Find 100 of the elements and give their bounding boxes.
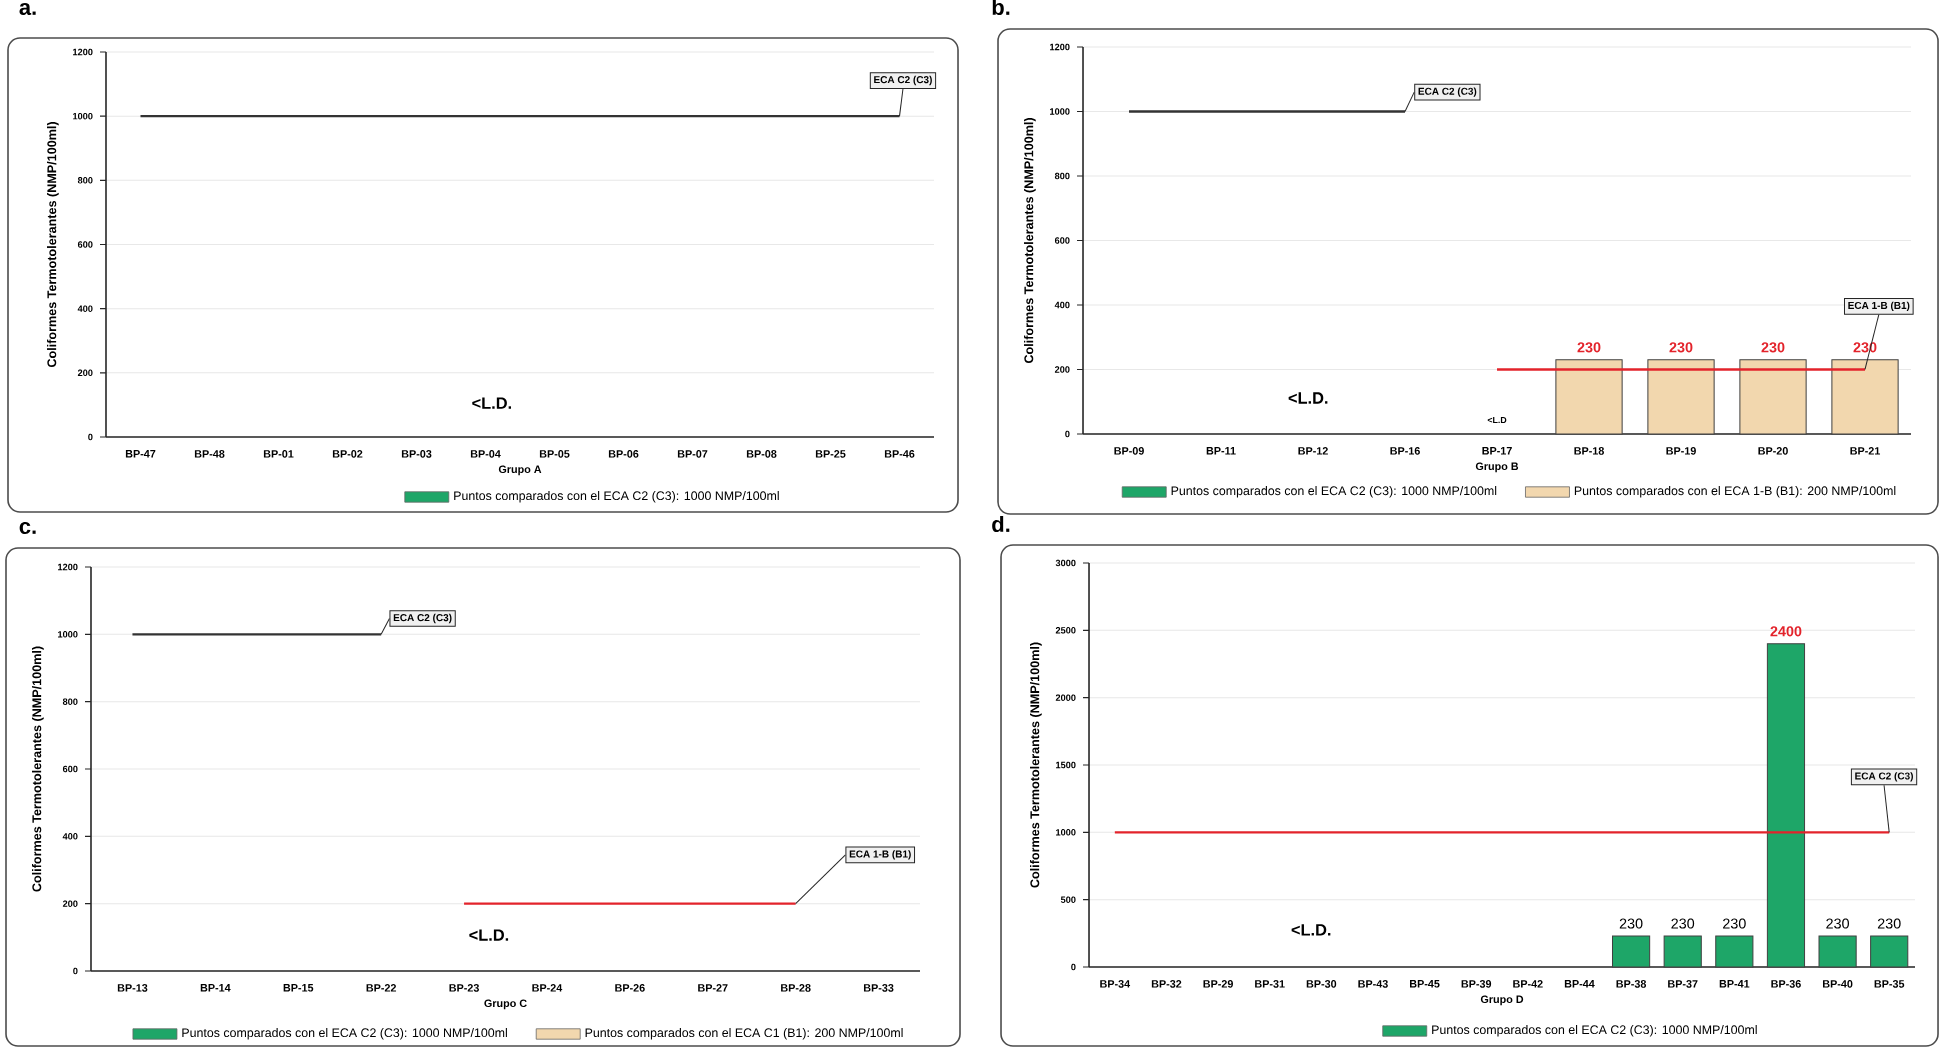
x-tick-label: BP-08 [746,450,777,458]
annotation: ECA C2 (C3) [1855,772,1913,782]
x-tick-label: BP-39 [1461,980,1492,988]
y-tick-label: 1000 [58,631,78,638]
x-tick-label: BP-42 [1513,980,1543,988]
x-tick-label: BP-38 [1616,980,1647,988]
chart-title: a. [19,2,36,16]
x-tick-label: BP-22 [366,984,397,992]
legend-label: Puntos comparados con el ECA C2 (C3): 1000 NMP/100ml [182,1028,507,1040]
legend-label: Puntos comparados con el ECA C1 (B1): 200 NMP/100ml [585,1028,903,1040]
data-label: 230 [1577,342,1601,353]
y-tick-label: 3000 [1055,559,1076,567]
x-tick-label: BP-44 [1564,980,1595,988]
data-label: 230 [1671,918,1695,929]
y-axis-title: Coliformes Termotolerantes (NMP/100ml) [31,646,44,892]
data-label: 230 [1619,918,1643,929]
x-tick-label: BP-24 [532,984,563,992]
x-tick-label: BP-33 [863,984,894,992]
y-tick-label: 400 [77,305,93,312]
x-tick-label: BP-29 [1203,980,1233,988]
y-tick-label: 1200 [58,563,78,571]
annotation: ECA C2 (C3) [874,75,932,86]
y-tick-label: 1000 [1050,108,1070,115]
y-tick-label: 600 [77,241,93,248]
x-tick-label: BP-41 [1719,980,1750,988]
x-tick-label: BP-40 [1823,980,1853,988]
x-tick-label: BP-02 [332,450,363,458]
y-axis-title: Coliformes Termotolerantes (NMP/100ml) [1030,642,1042,888]
y-tick-label: 0 [88,433,93,441]
annotation: <L.D. [1291,924,1331,936]
x-tick-label: BP-19 [1666,447,1696,455]
y-tick-label: 0 [73,967,78,975]
x-axis-title: Grupo A [498,465,542,476]
x-tick-label: BP-43 [1358,980,1388,988]
data-label: 230 [1877,918,1901,929]
x-tick-label: BP-16 [1390,447,1420,455]
data-label: 230 [1669,342,1693,353]
annotation: <L.D. [469,929,509,941]
y-tick-label: 600 [1054,237,1070,244]
x-tick-label: BP-01 [263,450,294,458]
y-tick-label: 1000 [73,112,93,120]
x-tick-label: BP-06 [608,450,639,458]
annotation: ECA C2 (C3) [1418,87,1477,97]
y-tick-label: 0 [1071,963,1076,971]
y-tick-label: 500 [1060,896,1076,903]
x-tick-label: BP-34 [1100,980,1131,988]
y-tick-label: 1000 [1056,829,1076,836]
data-label: 2400 [1770,626,1802,637]
x-tick-label: BP-32 [1151,980,1182,988]
y-axis-title: Coliformes Termotolerantes (NMP/100ml) [47,122,59,368]
legend-label: Puntos comparados con el ECA C2 (C3): 1000 NMP/100ml [1432,1025,1757,1037]
annotation: ECA 1-B (B1) [1848,301,1910,311]
x-tick-label: BP-03 [401,450,432,458]
x-tick-label: BP-26 [615,984,645,992]
chart-title: c. [19,522,36,535]
x-tick-label: BP-04 [470,450,501,458]
x-tick-label: BP-15 [283,984,314,992]
x-axis-title: Grupo D [1480,995,1524,1006]
y-tick-label: 0 [1065,430,1070,438]
y-tick-label: 600 [62,765,78,773]
x-tick-label: BP-12 [1298,447,1328,455]
y-tick-label: 1500 [1056,761,1076,769]
x-tick-label: BP-46 [884,450,915,458]
x-tick-label: BP-35 [1874,980,1905,988]
legend-label: Puntos comparados con el ECA C2 (C3): 1000 NMP/100ml [1171,486,1497,498]
data-label: 230 [1853,342,1877,353]
x-tick-label: BP-20 [1758,447,1788,455]
annotation: <L.D. [1288,392,1328,404]
data-label: 230 [1723,918,1746,929]
annotation: <L.D. [472,397,511,409]
y-tick-label: 2000 [1055,694,1076,701]
y-tick-label: 200 [77,369,93,377]
x-tick-label: BP-45 [1410,980,1440,988]
x-tick-label: BP-31 [1255,980,1285,988]
annotation: ECA 1-B (B1) [849,850,911,860]
y-tick-label: 1200 [73,48,93,56]
legend-label: Puntos comparados con el ECA 1-B (B1): 200 NMP/100ml [1574,486,1896,498]
annotation: ECA C2 (C3) [393,613,452,624]
y-tick-label: 200 [62,900,78,907]
x-tick-label: BP-27 [698,984,728,992]
x-tick-label: BP-05 [539,450,570,458]
x-tick-label: BP-09 [1114,447,1144,455]
x-tick-label: BP-36 [1771,980,1801,988]
x-tick-label: BP-18 [1574,447,1604,455]
y-tick-label: 200 [1054,366,1070,373]
x-tick-label: BP-30 [1306,980,1337,988]
y-tick-label: 800 [1054,172,1070,180]
y-tick-label: 800 [77,177,93,184]
annotation: <L.D [1487,417,1507,424]
x-tick-label: BP-14 [200,984,231,992]
x-tick-label: BP-25 [815,450,846,458]
x-tick-label: BP-48 [194,450,225,458]
x-axis-title: Grupo B [1475,462,1519,473]
x-tick-label: BP-47 [125,450,156,458]
legend-label: Puntos comparados con el ECA C2 (C3): 1000 NMP/100ml [454,491,779,503]
chart-title: d. [992,515,1010,533]
x-axis-title: Grupo C [484,999,527,1010]
data-label: 230 [1761,342,1785,353]
x-tick-label: BP-17 [1482,447,1512,455]
y-tick-label: 1200 [1050,43,1070,51]
